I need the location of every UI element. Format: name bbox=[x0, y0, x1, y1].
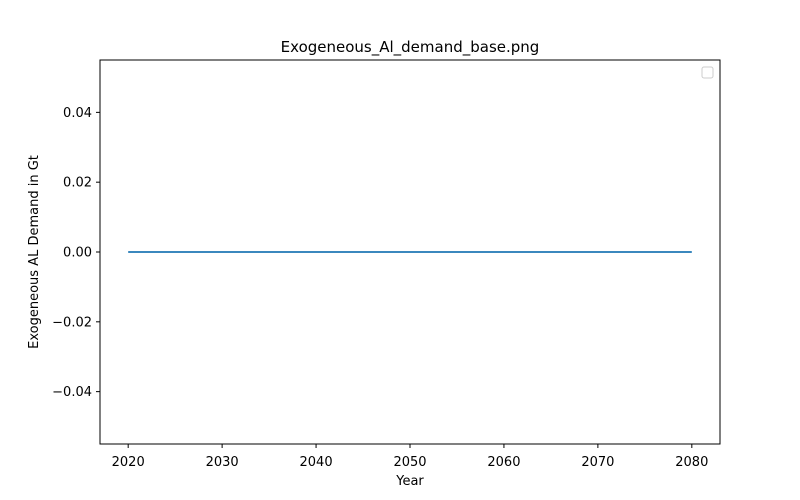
x-axis-label: Year bbox=[395, 474, 424, 489]
chart-title: Exogeneous_Al_demand_base.png bbox=[281, 38, 540, 57]
y-tick-label: −0.02 bbox=[52, 315, 92, 330]
x-tick-label: 2020 bbox=[112, 455, 145, 470]
x-tick-label: 2070 bbox=[581, 455, 614, 470]
x-axis: 2020 2030 2040 2050 2060 2070 2080 bbox=[112, 444, 708, 470]
x-tick-label: 2040 bbox=[300, 455, 333, 470]
y-tick-label: 0.02 bbox=[63, 176, 92, 191]
y-tick-label: 0.04 bbox=[63, 106, 92, 121]
x-tick-label: 2050 bbox=[393, 455, 426, 470]
x-tick-label: 2080 bbox=[675, 455, 708, 470]
x-tick-label: 2030 bbox=[206, 455, 239, 470]
y-axis-label: Exogeneous AL Demand in Gt bbox=[27, 155, 42, 349]
x-tick-label: 2060 bbox=[487, 455, 520, 470]
y-tick-label: −0.04 bbox=[52, 385, 92, 400]
y-axis: −0.04 −0.02 0.00 0.02 0.04 bbox=[52, 106, 100, 400]
y-tick-label: 0.00 bbox=[63, 246, 92, 261]
legend-box bbox=[701, 66, 714, 79]
